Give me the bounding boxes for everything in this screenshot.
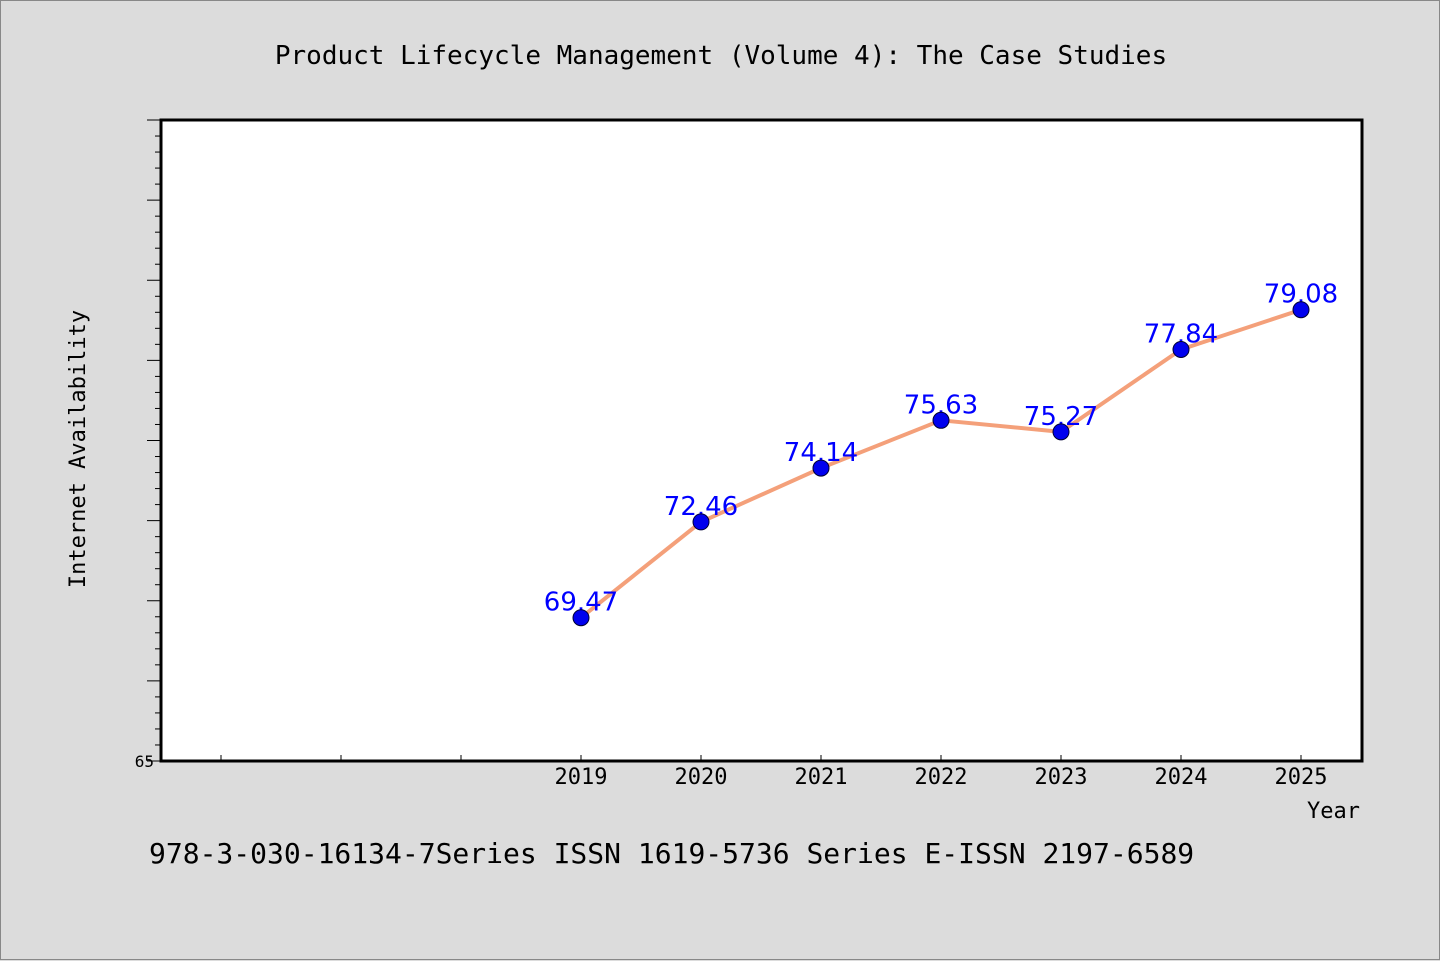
y-axis-ticks bbox=[147, 119, 161, 762]
y-tick-label-min: 65 bbox=[135, 752, 154, 771]
data-point-2019 bbox=[572, 609, 590, 627]
data-point-2022 bbox=[932, 411, 950, 429]
y-axis-label: Internet Availability bbox=[66, 310, 91, 588]
x-axis-label: Year bbox=[1307, 799, 1360, 824]
x-tick-label-2025: 2025 bbox=[1275, 765, 1328, 790]
chart-title: Product Lifecycle Management (Volume 4):… bbox=[275, 41, 1167, 71]
x-tick-labels: 2019 2020 2021 2022 2023 2024 2025 bbox=[555, 765, 1328, 790]
x-tick-label-2024: 2024 bbox=[1155, 765, 1208, 790]
data-point-2021 bbox=[812, 459, 830, 477]
x-axis-ticks bbox=[220, 755, 1302, 761]
footer-isbn-issn: 978-3-030-16134-7Series ISSN 1619-5736 S… bbox=[149, 837, 1194, 870]
data-point-2025 bbox=[1292, 301, 1310, 319]
x-tick-label-2023: 2023 bbox=[1035, 765, 1088, 790]
x-tick-label-2019: 2019 bbox=[555, 765, 608, 790]
x-tick-label-2020: 2020 bbox=[675, 765, 728, 790]
x-tick-label-2021: 2021 bbox=[795, 765, 848, 790]
plot-area bbox=[159, 118, 1364, 763]
data-point-2023 bbox=[1052, 423, 1070, 441]
data-point-2020 bbox=[692, 513, 710, 531]
data-point-2024 bbox=[1172, 340, 1190, 358]
x-tick-label-2022: 2022 bbox=[915, 765, 968, 790]
